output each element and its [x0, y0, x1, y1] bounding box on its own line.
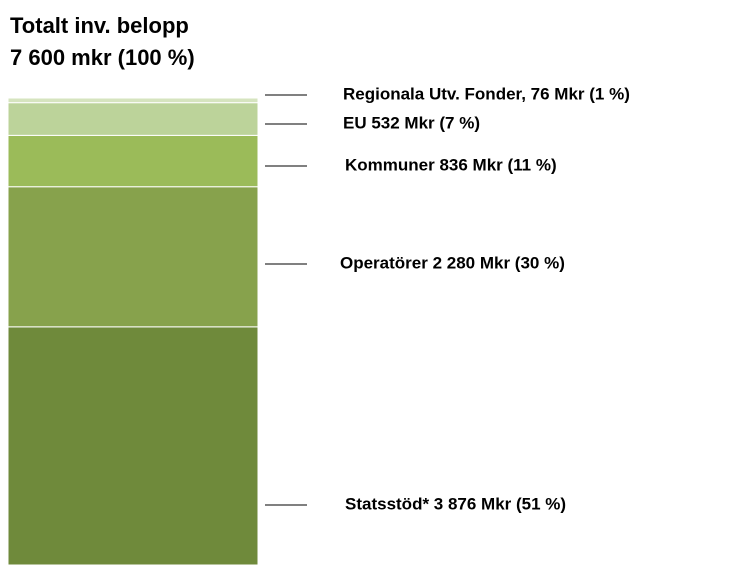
segment-label: Regionala Utv. Fonder, 76 Mkr (1 %): [343, 84, 630, 103]
segment-label: Operatörer 2 280 Mkr (30 %): [340, 253, 565, 272]
bar-segment: [7, 97, 259, 104]
bar-segment: [7, 102, 259, 136]
bar-segment: [7, 326, 259, 565]
bar-segment: [7, 186, 259, 328]
segment-label: Statsstöd* 3 876 Mkr (51 %): [345, 494, 566, 513]
chart-title: Totalt inv. belopp: [10, 13, 189, 38]
segment-label: Kommuner 836 Mkr (11 %): [345, 155, 557, 174]
bar-segment: [7, 134, 259, 188]
segment-label: EU 532 Mkr (7 %): [343, 113, 480, 132]
chart-subtitle: 7 600 mkr (100 %): [10, 45, 195, 70]
